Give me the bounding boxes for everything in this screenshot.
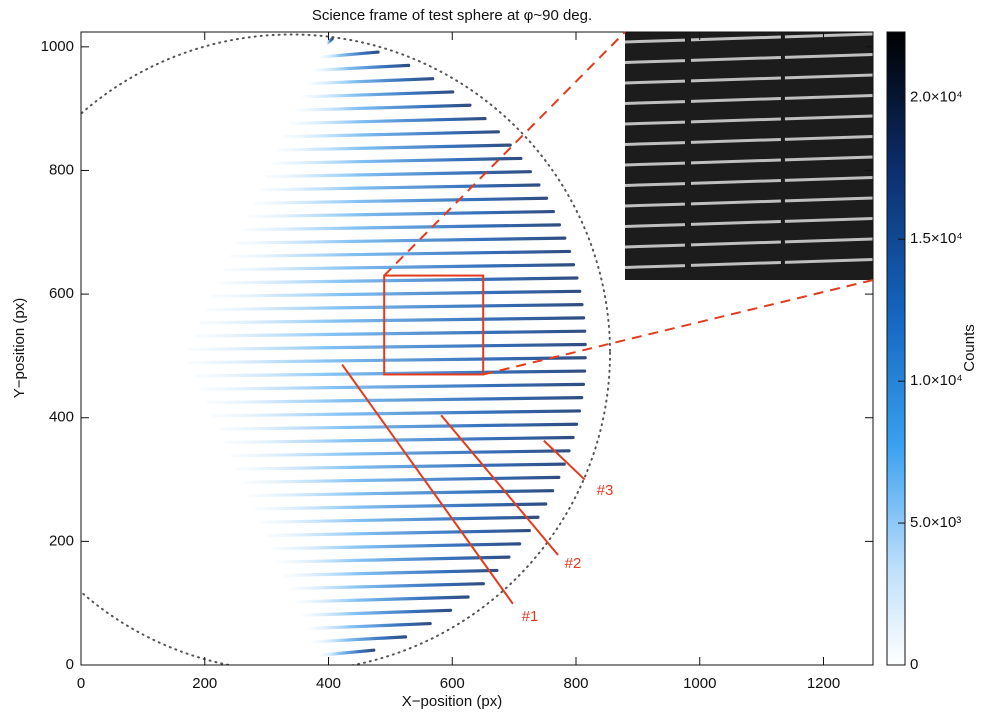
spectral-order — [217, 422, 579, 431]
y-tick-label: 800 — [49, 161, 74, 178]
colorbar-label: Counts — [961, 324, 978, 372]
spectral-order — [265, 528, 531, 538]
annotation-line — [543, 439, 586, 481]
spectral-order — [247, 209, 556, 219]
y-axis-label: Y−position (px) — [11, 298, 28, 398]
spectral-order — [253, 502, 548, 511]
spectral-order — [259, 515, 540, 524]
spectral-order — [319, 648, 376, 657]
spectral-order — [187, 342, 587, 352]
inset-stripe — [625, 237, 873, 249]
spectral-order — [229, 249, 572, 258]
colorbar-tick-label: 2.0×10⁴ — [910, 88, 963, 105]
spectral-order — [301, 608, 453, 617]
spectral-order — [235, 462, 566, 471]
y-tick-label: 200 — [49, 532, 74, 549]
zoom-inset — [625, 32, 873, 280]
inset-stripe — [625, 73, 873, 85]
annotation-label: #3 — [597, 482, 614, 499]
spectral-order — [289, 116, 487, 126]
inset-stripe — [625, 114, 873, 126]
spectral-order — [205, 303, 584, 312]
inset-stripe — [625, 176, 873, 187]
annotation-label: #1 — [522, 608, 539, 625]
inset-stripe — [625, 94, 873, 105]
spectral-order — [283, 130, 500, 139]
inset-stripe — [625, 155, 873, 167]
spectral-order — [229, 449, 571, 458]
spectral-order — [313, 635, 408, 644]
zoom-box — [383, 274, 485, 376]
y-tick-label: 400 — [49, 409, 74, 426]
zoom-connector — [383, 31, 626, 277]
spectral-order — [211, 409, 582, 418]
spectral-order — [271, 156, 523, 165]
colorbar-tick-label: 5.0×10³ — [910, 514, 961, 531]
spectral-order — [283, 568, 499, 577]
spectral-order — [271, 542, 522, 551]
spectral-order — [253, 196, 549, 205]
spectral-order — [235, 236, 567, 245]
colorbar-tick-label: 0 — [910, 656, 918, 673]
spectral-order — [241, 475, 561, 484]
spectral-order — [217, 276, 579, 285]
spectral-order — [324, 37, 334, 46]
x-tick-label: 600 — [440, 675, 465, 692]
spectral-order — [300, 90, 455, 99]
spectral-order — [223, 263, 576, 272]
spectral-order — [312, 63, 411, 72]
colorbar-tick-label: 1.0×10⁴ — [910, 372, 963, 389]
inset-stripe — [625, 32, 873, 44]
spectral-order — [187, 356, 587, 365]
spectral-order — [277, 555, 511, 564]
spectral-order — [241, 223, 562, 232]
spectral-orders — [81, 33, 611, 665]
annotation-line — [341, 363, 514, 605]
inset-stripe — [625, 196, 873, 208]
colorbar — [886, 31, 906, 666]
annotation-label: #2 — [565, 555, 582, 572]
spectral-order — [289, 582, 485, 591]
plot-frame — [80, 31, 874, 666]
x-tick-label: 200 — [192, 675, 217, 692]
inset-stripe — [625, 135, 873, 146]
zoom-connector — [482, 279, 874, 376]
x-tick-label: 1000 — [683, 675, 716, 692]
spectral-order — [211, 289, 582, 298]
y-tick-label: 1000 — [41, 38, 74, 55]
inset-stripe — [625, 258, 873, 269]
y-tick-label: 0 — [66, 656, 74, 673]
inset-stripe — [625, 53, 873, 64]
x-axis-label: X−position (px) — [402, 693, 502, 710]
spectral-order — [247, 489, 555, 498]
x-tick-label: 0 — [77, 675, 85, 692]
spectral-order — [193, 329, 587, 338]
chart-title: Science frame of test sphere at φ~90 deg… — [312, 7, 592, 24]
x-tick-label: 1200 — [807, 675, 840, 692]
spectral-order — [295, 595, 470, 604]
spectral-order — [199, 316, 586, 325]
spectral-order — [205, 396, 584, 405]
spectral-order — [277, 143, 512, 152]
inset-stripe — [625, 217, 873, 228]
annotation-line — [440, 414, 559, 556]
y-tick-label: 600 — [49, 285, 74, 302]
x-tick-label: 800 — [563, 675, 588, 692]
spectral-order — [306, 77, 435, 86]
colorbar-tick-label: 1.5×10⁴ — [910, 230, 963, 247]
spectral-order — [307, 621, 432, 631]
aperture-circle — [81, 33, 611, 665]
spectral-order — [265, 170, 532, 179]
spectral-order — [318, 50, 380, 59]
spectral-order — [294, 103, 472, 112]
spectral-order — [199, 382, 586, 391]
x-tick-label: 400 — [316, 675, 341, 692]
spectral-order — [223, 435, 575, 445]
spectral-order — [259, 183, 541, 192]
